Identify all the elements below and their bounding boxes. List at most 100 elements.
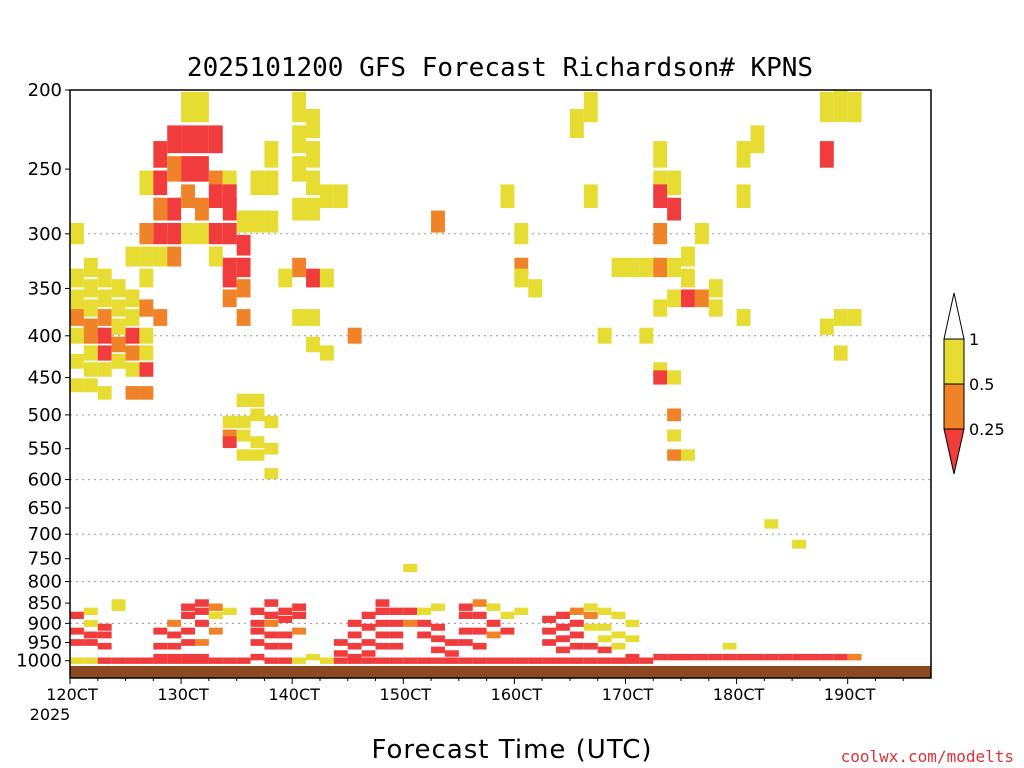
heatmap-cell	[319, 657, 334, 664]
heatmap-cell	[431, 635, 445, 643]
y-tick-label: 300	[28, 224, 62, 245]
heatmap-cell	[347, 642, 362, 650]
heatmap-cell	[583, 642, 598, 650]
heatmap-cell	[333, 639, 348, 646]
heatmap-cell	[181, 91, 195, 123]
heatmap-cell	[486, 631, 501, 639]
heatmap-cell	[250, 449, 265, 461]
heatmap-cell	[97, 327, 112, 344]
heatmap-cell	[250, 436, 265, 449]
heatmap-cell	[292, 627, 307, 635]
heatmap-cell	[542, 627, 557, 635]
heatmap-cell	[472, 627, 487, 635]
heatmap-cell	[681, 449, 695, 461]
heatmap-cell	[125, 345, 140, 361]
heatmap-cell	[83, 378, 98, 393]
heatmap-cell	[819, 653, 834, 661]
heatmap-cell	[236, 279, 251, 298]
heatmap-cell	[458, 603, 473, 611]
heatmap-cell	[819, 141, 834, 168]
heatmap-cell	[514, 268, 529, 288]
heatmap-cell	[250, 170, 265, 196]
heatmap-cell	[139, 246, 154, 267]
heatmap-cell	[736, 309, 751, 326]
heatmap-cell	[819, 91, 834, 123]
heatmap-cell	[83, 639, 98, 646]
heatmap-cell	[375, 619, 390, 627]
heatmap-cell	[583, 611, 598, 619]
heatmap-cell	[736, 141, 751, 168]
heatmap-cell	[750, 653, 765, 661]
heatmap-cell	[97, 289, 112, 308]
heatmap-cell	[125, 309, 140, 326]
heatmap-cell	[181, 611, 195, 619]
heatmap-cell	[500, 657, 515, 664]
heatmap-cell	[597, 623, 612, 631]
heatmap-cell	[194, 222, 209, 245]
heatmap-cell	[236, 657, 251, 664]
heatmap-cell	[306, 197, 320, 221]
heatmap-cell	[181, 603, 195, 611]
y-tick-label: 900	[28, 613, 62, 634]
heatmap-cell	[319, 268, 334, 288]
heatmap-cell	[153, 309, 168, 326]
heatmap-cell	[167, 631, 182, 639]
heatmap-cell	[278, 642, 293, 650]
heatmap-cell	[153, 197, 168, 221]
heatmap-cell	[111, 599, 126, 607]
heatmap-cell	[569, 607, 584, 615]
x-tick-label: 190CT	[824, 685, 876, 704]
heatmap-cell	[292, 603, 307, 611]
heatmap-cell	[250, 619, 265, 627]
heatmap-cell	[306, 141, 320, 168]
heatmap-cell	[153, 627, 168, 635]
heatmap-cell	[750, 125, 765, 154]
heatmap-cell	[722, 653, 737, 661]
heatmap-cell	[97, 623, 112, 631]
x-tick-label: 170CT	[602, 685, 654, 704]
heatmap-cell	[389, 657, 404, 664]
heatmap-cell	[625, 257, 640, 278]
heatmap-cell	[361, 639, 376, 646]
heatmap-cell	[486, 657, 501, 664]
heatmap-cell	[583, 603, 598, 611]
heatmap-cell	[167, 619, 182, 627]
heatmap-cell	[389, 619, 404, 627]
heatmap-cell	[97, 345, 112, 361]
heatmap-cell	[250, 408, 265, 422]
heatmap-cell	[194, 619, 209, 627]
heatmap-cell	[403, 607, 418, 615]
heatmap-cell	[83, 631, 98, 639]
heatmap-cell	[625, 653, 640, 661]
heatmap-cell	[375, 657, 390, 664]
heatmap-cell	[736, 184, 751, 209]
heatmap-cell	[389, 642, 404, 650]
heatmap-cell	[125, 362, 140, 377]
heatmap-cell	[236, 234, 251, 256]
heatmap-cell	[653, 257, 668, 278]
heatmap-cell	[236, 415, 251, 429]
heatmap-cell	[194, 91, 209, 123]
heatmap-cell	[97, 309, 112, 326]
heatmap-cell	[292, 156, 307, 182]
heatmap-cell	[347, 657, 362, 664]
heatmap-cell	[333, 657, 348, 664]
heatmap-cell	[264, 599, 279, 607]
heatmap-cell	[403, 657, 418, 664]
heatmap-cell	[569, 108, 584, 139]
heatmap-cell	[306, 653, 320, 661]
heatmap-cell	[83, 657, 98, 664]
heatmap-cell	[236, 429, 251, 442]
heatmap-cell	[667, 449, 682, 461]
heatmap-cell	[139, 170, 154, 196]
heatmap-cell	[500, 611, 515, 619]
heatmap-cell	[611, 611, 626, 619]
legend-level-label: 0.25	[969, 420, 1005, 439]
heatmap-cell	[264, 141, 279, 168]
heatmap-cell	[847, 653, 862, 661]
heatmap-cell	[83, 607, 98, 615]
x-tick-label: 120CT	[46, 685, 98, 704]
heatmap-cell	[139, 345, 154, 361]
heatmap-cell	[70, 353, 84, 369]
heatmap-cell	[306, 108, 320, 139]
